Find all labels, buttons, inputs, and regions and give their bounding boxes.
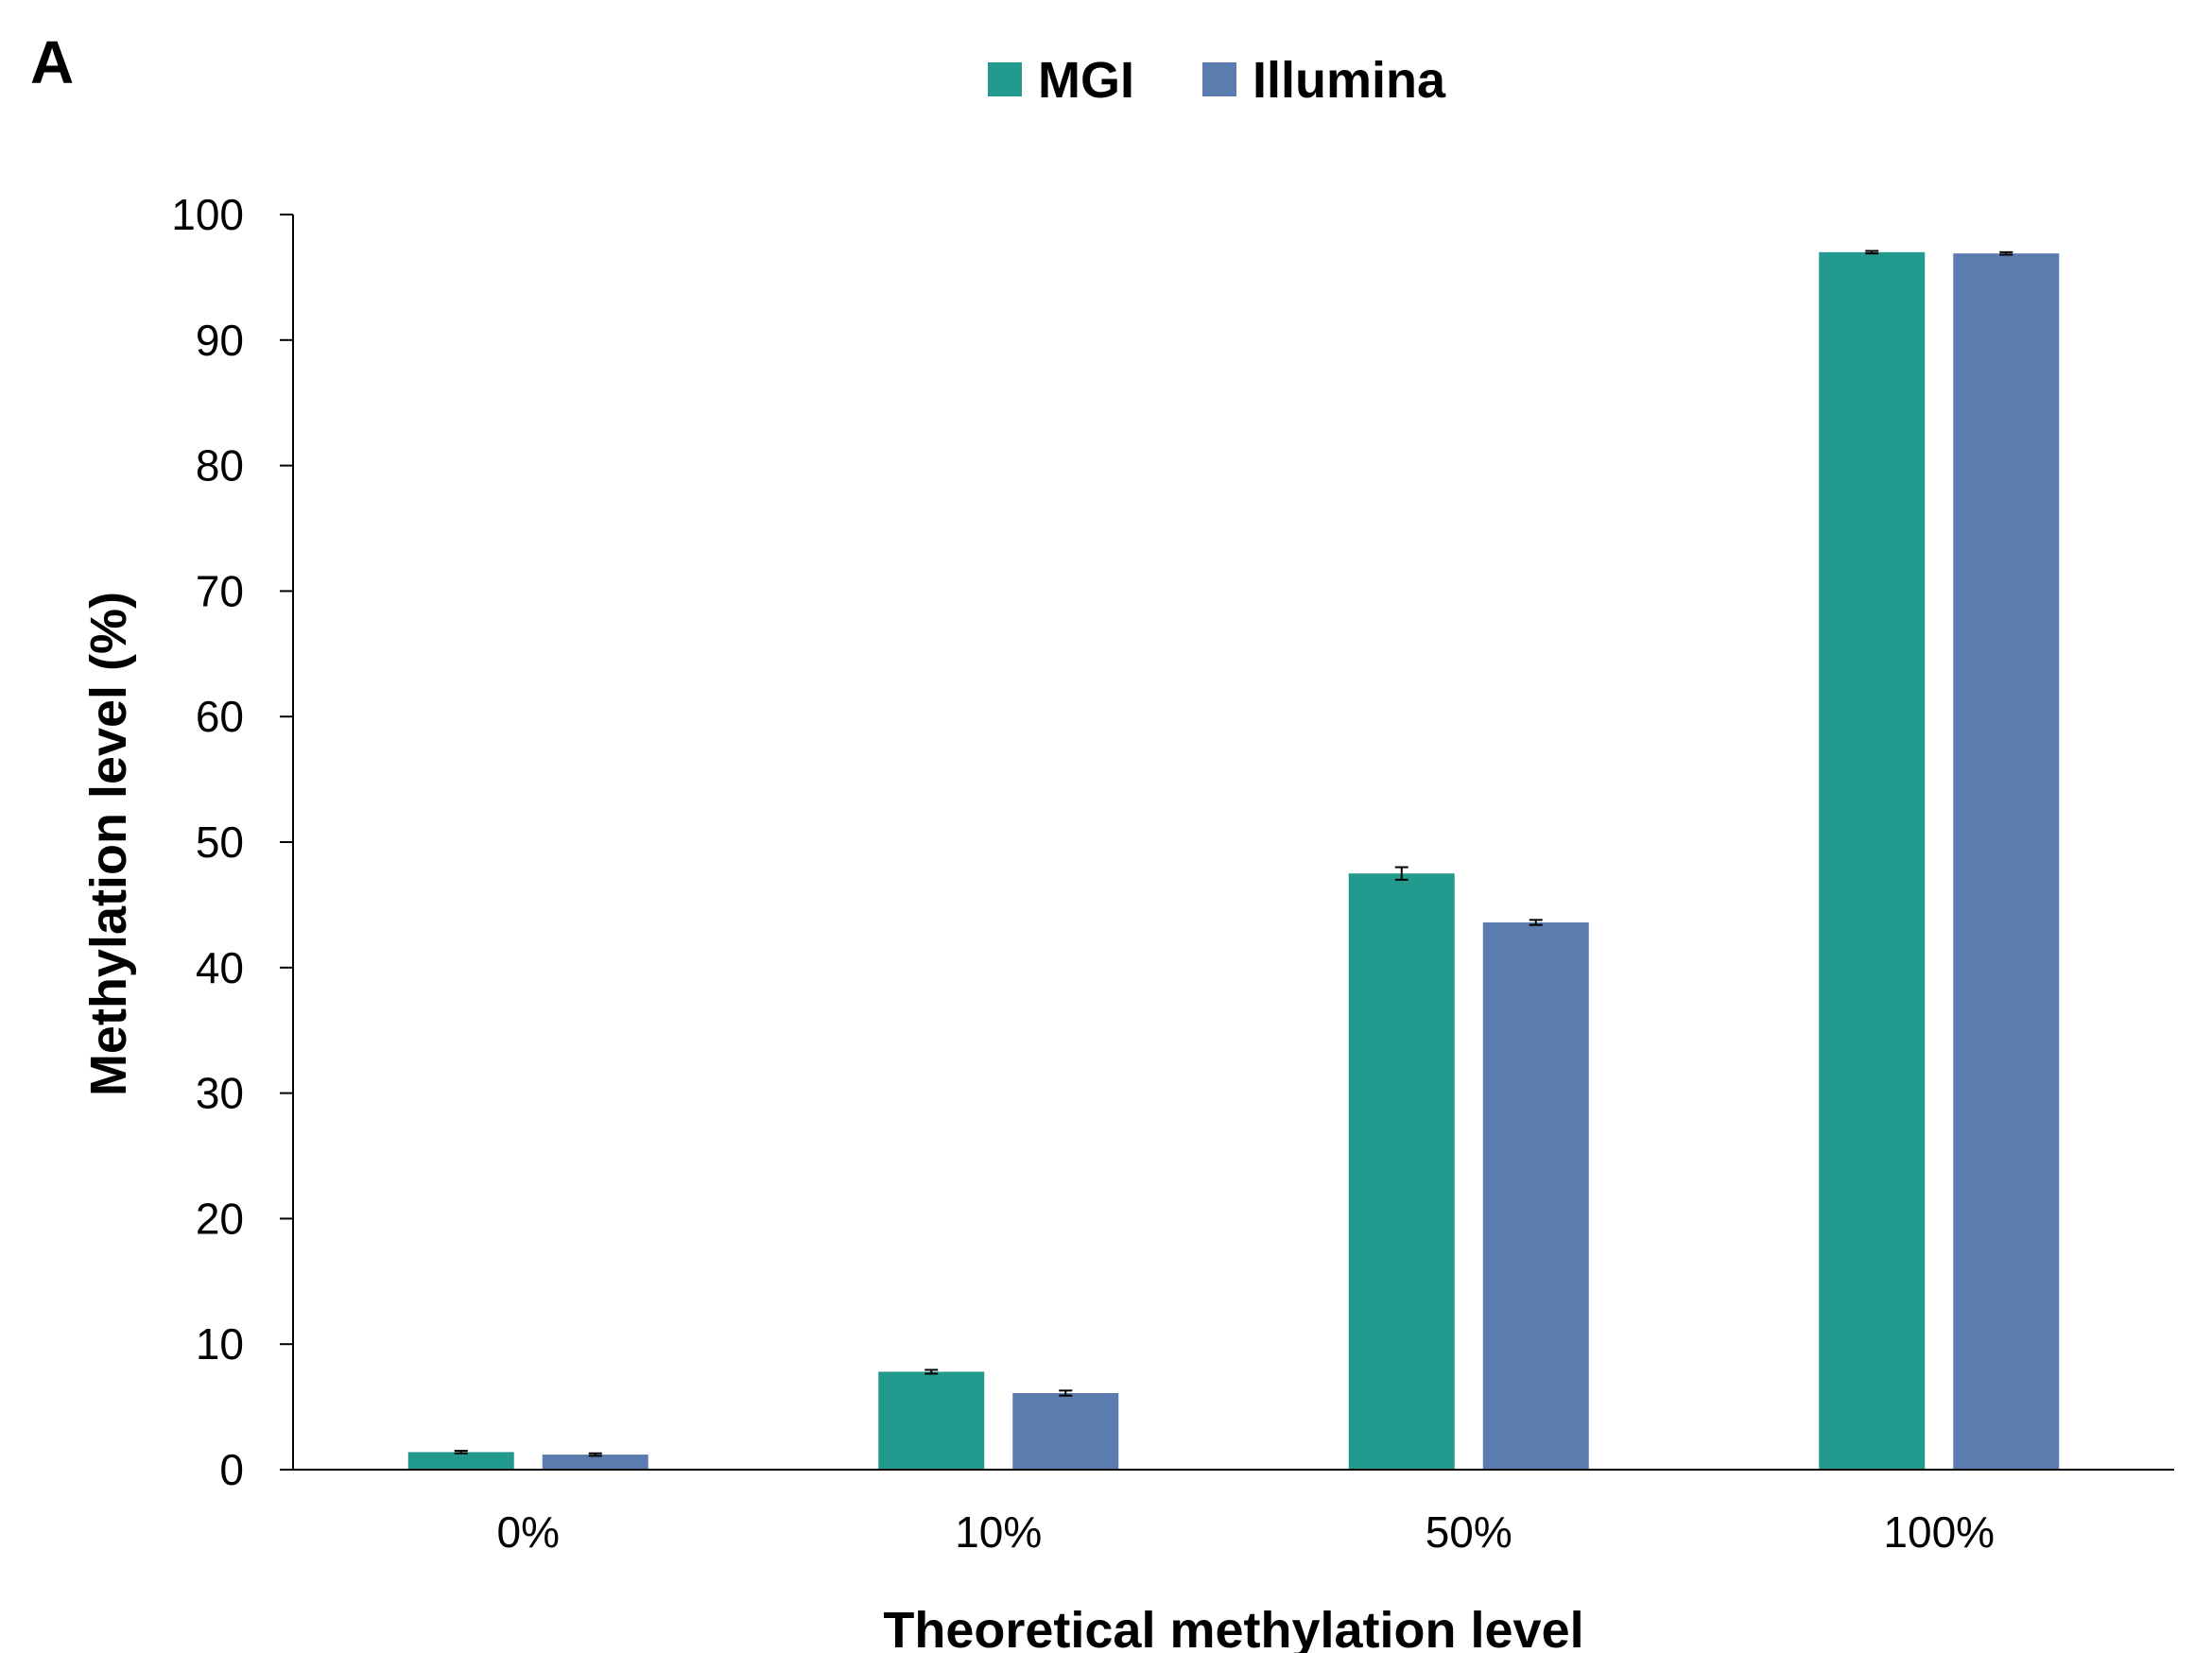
y-tick-label: 40 [196, 943, 244, 992]
legend: MGI Illumina [988, 52, 1446, 109]
error-bar [1999, 250, 2013, 256]
y-axis-ticks: 0 10 20 30 40 50 60 70 80 90 100 [171, 190, 293, 1494]
y-axis-title: Methylation level (%) [80, 592, 137, 1096]
legend-swatch-illumina [1202, 62, 1236, 96]
bars [407, 250, 2060, 1471]
bar-illumina-50pct [1482, 921, 1589, 1470]
y-tick-label: 100 [171, 190, 244, 239]
y-tick-label: 60 [196, 692, 244, 741]
x-tick-label: 100% [1883, 1507, 1995, 1557]
error-bar [1059, 1389, 1073, 1397]
y-tick-label: 70 [196, 566, 244, 615]
x-tick-label: 0% [497, 1507, 560, 1557]
error-bar [454, 1450, 468, 1455]
x-axis-ticks: 0% 10% 50% 100% [497, 1507, 1996, 1557]
bar-illumina-10pct [1012, 1392, 1119, 1470]
x-tick-label: 10% [955, 1507, 1042, 1557]
error-bar [925, 1369, 939, 1375]
legend-label-mgi: MGI [1038, 52, 1134, 109]
legend-swatch-mgi [988, 62, 1022, 96]
bar-illumina-0pct [542, 1455, 648, 1470]
error-bar [1865, 250, 1879, 255]
y-tick-label: 90 [196, 316, 244, 365]
error-bar [588, 1452, 602, 1457]
bar-mgi-100pct [1819, 251, 1926, 1471]
x-axis-title: Theoretical methylation level [883, 1602, 1583, 1653]
y-tick-label: 80 [196, 441, 244, 491]
y-tick-label: 50 [196, 818, 244, 867]
y-tick-label: 10 [196, 1319, 244, 1369]
panel-label: A [30, 28, 74, 96]
error-bar [1394, 866, 1408, 881]
y-tick-label: 0 [219, 1445, 244, 1494]
bar-mgi-50pct [1348, 873, 1455, 1470]
legend-label-illumina: Illumina [1253, 52, 1446, 109]
y-tick-label: 20 [196, 1194, 244, 1243]
x-tick-label: 50% [1426, 1507, 1512, 1557]
bar-illumina-100pct [1953, 253, 2060, 1471]
error-bar [1529, 919, 1543, 926]
y-tick-label: 30 [196, 1069, 244, 1118]
bar-mgi-0pct [407, 1452, 514, 1470]
bar-mgi-10pct [878, 1371, 985, 1470]
